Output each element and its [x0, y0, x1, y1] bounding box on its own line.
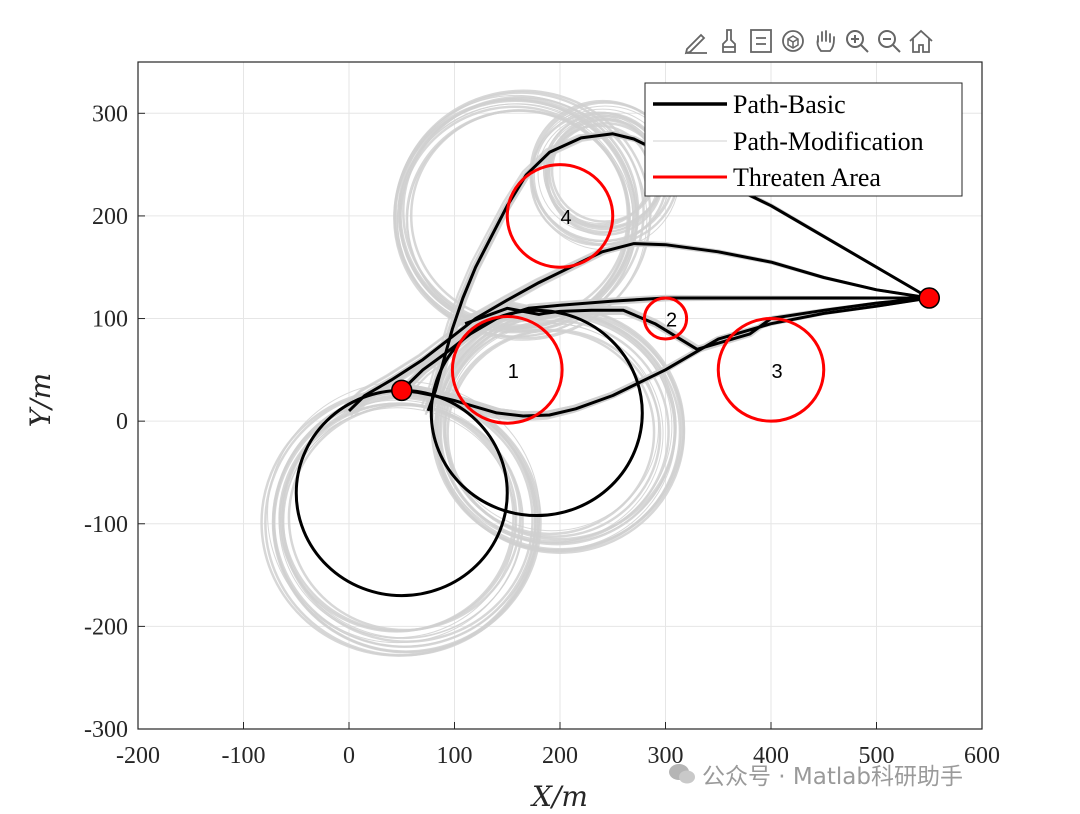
legend-label-threat: Threaten Area: [733, 163, 881, 192]
path-basic-line: [426, 132, 931, 412]
axis-ticks: -200 -100 0 100 200 300 400 500 600-300-200-1000…: [84, 101, 1000, 769]
start-marker: [391, 379, 413, 402]
path-modification-loop: [437, 322, 664, 544]
y-tick-label: 300: [92, 101, 128, 127]
y-tick-label: 100: [92, 307, 128, 333]
pan-icon[interactable]: [810, 24, 840, 58]
x-tick-label: 600: [964, 743, 1000, 769]
threat-circle: [505, 163, 615, 269]
x-tick-label: 400: [753, 743, 789, 769]
path-modification-loop: [281, 402, 518, 632]
x-tick-label: 200: [542, 743, 578, 769]
zoom-out-icon[interactable]: [874, 24, 904, 58]
legend-label-modification: Path-Modification: [733, 127, 924, 156]
path-modification-loop: [397, 91, 645, 332]
goal-marker: [918, 287, 940, 309]
path-modification-loop: [283, 404, 524, 639]
path-basic-line: [400, 296, 930, 392]
x-tick-label: 500: [859, 743, 895, 769]
x-tick-label: 100: [437, 743, 473, 769]
edit-plot-icon[interactable]: [682, 24, 712, 58]
x-tick-label: -200: [116, 743, 160, 769]
y-tick-label: -200: [84, 614, 128, 640]
x-axis-title: X/m: [530, 780, 588, 813]
home-icon[interactable]: [906, 24, 936, 58]
y-tick-label: 200: [92, 204, 128, 230]
threat-circle: [450, 314, 564, 425]
legend[interactable]: Path-Basic Path-Modification Threaten Ar…: [644, 82, 963, 197]
threat-label: 3: [771, 361, 782, 383]
path-basic-line: [464, 296, 930, 351]
y-axis-title: Y/m: [24, 373, 57, 427]
legend-label-basic: Path-Basic: [733, 90, 846, 119]
y-tick-label: 0: [116, 409, 128, 435]
rotate-3d-icon[interactable]: [778, 24, 808, 58]
x-tick-label: -100: [222, 743, 266, 769]
y-tick-label: -100: [84, 512, 128, 538]
threat-area-layer: 1 2 3 4: [450, 163, 826, 425]
wechat-icon: [669, 764, 695, 784]
y-tick-label: -300: [84, 717, 128, 743]
watermark-text: 公众号 · Matlab科研助手: [702, 764, 963, 790]
threat-circle: [716, 317, 826, 423]
x-tick-label: 0: [343, 743, 355, 769]
watermark: 公众号 · Matlab科研助手: [668, 757, 963, 791]
threat-circle: [642, 296, 689, 341]
threat-label: 1: [508, 361, 519, 383]
endpoint-markers: [391, 287, 940, 402]
data-tips-icon[interactable]: [746, 24, 776, 58]
path-basic-loop: [429, 308, 644, 518]
brush-icon[interactable]: [714, 24, 744, 58]
zoom-in-icon[interactable]: [842, 24, 872, 58]
figure-toolbar: [682, 24, 936, 60]
threat-label: 4: [560, 207, 571, 229]
threat-label: 2: [666, 310, 677, 332]
